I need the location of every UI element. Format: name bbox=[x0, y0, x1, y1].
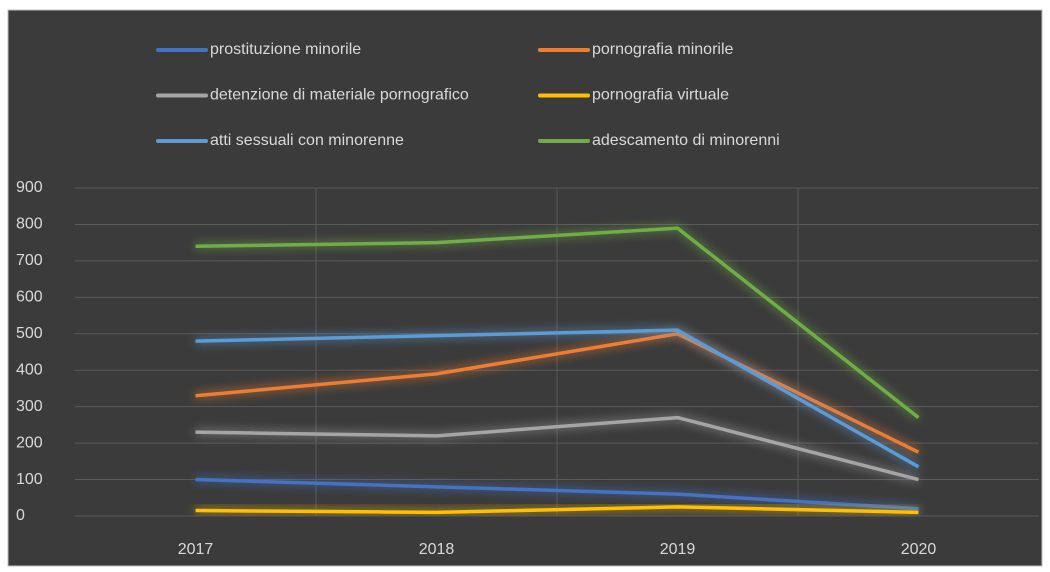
x-tick-label: 2020 bbox=[901, 541, 937, 558]
x-tick-label: 2018 bbox=[419, 541, 455, 558]
x-tick-label: 2017 bbox=[178, 541, 214, 558]
y-tick-label: 500 bbox=[16, 325, 43, 342]
y-tick-label: 600 bbox=[16, 289, 43, 306]
legend-label: detenzione di materiale pornografico bbox=[210, 87, 469, 104]
y-tick-label: 700 bbox=[16, 252, 43, 269]
series-line bbox=[195, 328, 920, 469]
legend-label: pornografia minorile bbox=[592, 41, 734, 58]
legend-label: atti sessuali con minorenne bbox=[210, 132, 404, 149]
y-tick-label: 300 bbox=[16, 398, 43, 415]
series-line bbox=[195, 477, 919, 511]
legend-label: pornografia virtuale bbox=[592, 87, 729, 104]
series-line bbox=[195, 415, 919, 482]
y-tick-label: 900 bbox=[16, 179, 43, 196]
x-tick-label: 2019 bbox=[660, 541, 696, 558]
legend-label: prostituzione minorile bbox=[210, 41, 361, 58]
series-line bbox=[195, 505, 919, 515]
chart-background bbox=[7, 9, 1043, 567]
y-tick-label: 0 bbox=[16, 507, 25, 524]
y-tick-label: 400 bbox=[16, 361, 43, 378]
series-line bbox=[195, 226, 920, 419]
legend-label: adescamento di minorenni bbox=[592, 132, 780, 149]
y-tick-label: 800 bbox=[16, 216, 43, 233]
y-tick-label: 100 bbox=[16, 471, 43, 488]
y-tick-label: 200 bbox=[16, 434, 43, 451]
series-line bbox=[195, 332, 920, 454]
